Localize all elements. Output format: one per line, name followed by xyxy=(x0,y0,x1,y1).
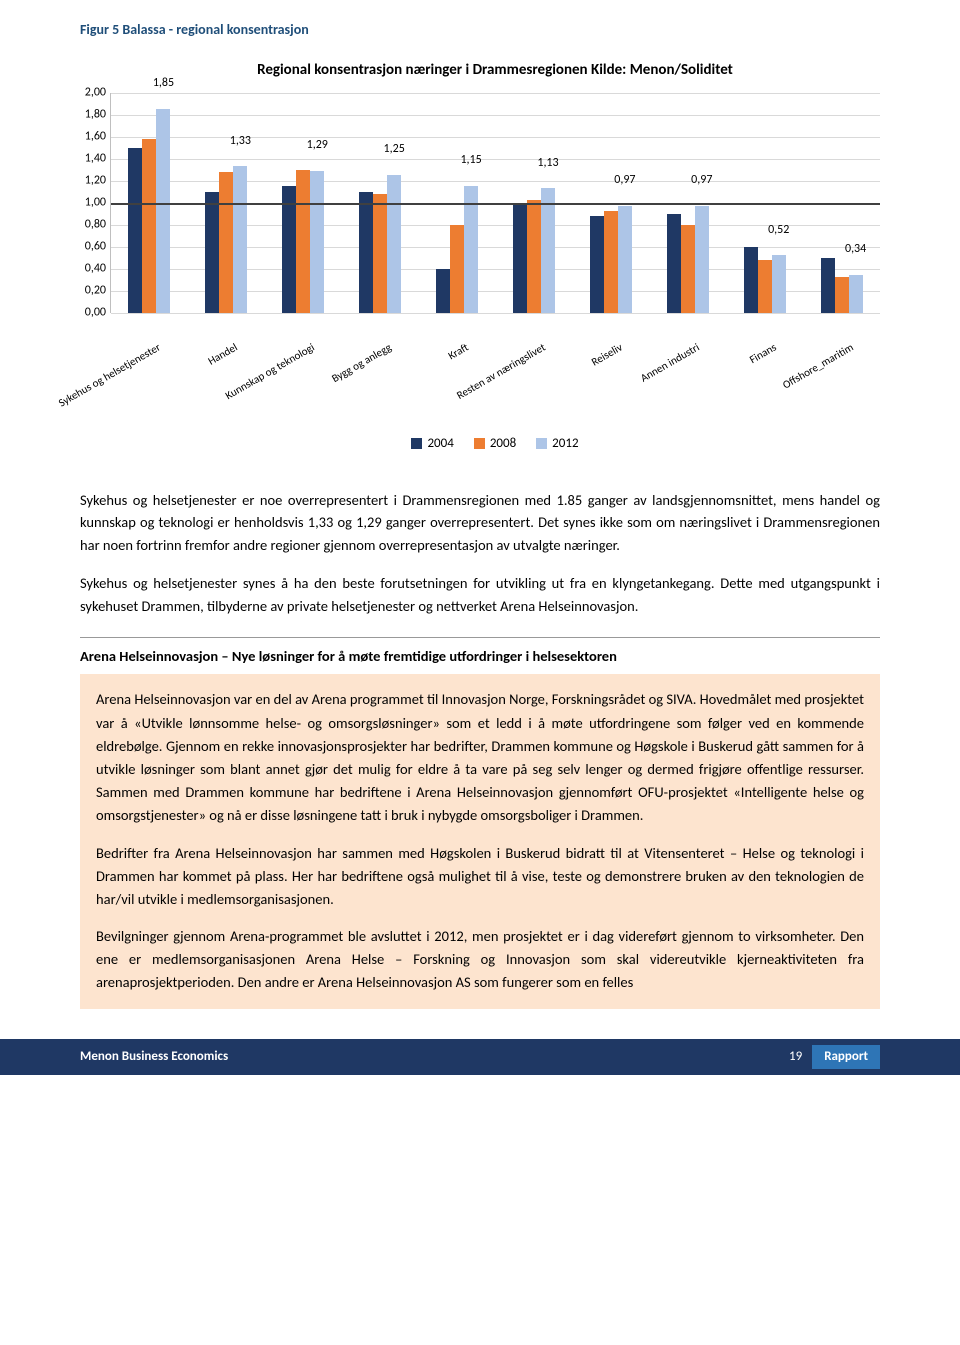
legend-item: 2004 xyxy=(411,435,453,453)
bar-value-label: 0,97 xyxy=(691,172,712,189)
bar-value-label: 1,13 xyxy=(537,155,558,172)
bar xyxy=(219,172,233,313)
footer-left: Menon Business Economics xyxy=(80,1048,228,1066)
bar xyxy=(681,225,695,313)
legend-item: 2008 xyxy=(474,435,516,453)
bar xyxy=(359,192,373,313)
bar xyxy=(128,148,142,313)
bar xyxy=(142,139,156,313)
bar xyxy=(527,200,541,312)
bar xyxy=(513,203,527,313)
bar-value-label: 1,29 xyxy=(307,137,328,154)
chart-legend: 2004 2008 2012 xyxy=(110,435,880,453)
chart-plot: 1,851,331,291,251,151,130,970,970,520,34 xyxy=(110,93,880,313)
footer-right: Rapport xyxy=(812,1045,880,1069)
paragraph-1: Sykehus og helsetjenester er noe overrep… xyxy=(80,489,880,556)
bar xyxy=(387,175,401,313)
bar xyxy=(849,275,863,312)
bar-value-label: 1,25 xyxy=(384,142,405,159)
bar xyxy=(156,109,170,313)
legend-label: 2004 xyxy=(427,435,453,453)
bar xyxy=(744,247,758,313)
bar-value-label: 1,15 xyxy=(460,153,481,170)
box-title: Arena Helseinnovasjon – Nye løsninger fo… xyxy=(80,637,880,666)
bar-value-label: 0,52 xyxy=(768,222,789,239)
bar xyxy=(667,214,681,313)
page-footer: Menon Business Economics 19 Rapport xyxy=(0,1039,960,1075)
y-tick: 1,00 xyxy=(85,194,106,211)
bar xyxy=(758,260,772,313)
bar-group: 0,97 xyxy=(572,206,649,313)
x-axis: Sykehus og helsetjenesterHandelKunnskap … xyxy=(110,317,880,377)
y-tick: 2,00 xyxy=(85,84,106,101)
bar-group: 1,13 xyxy=(496,188,573,312)
box-para-1: Arena Helseinnovasjon var en del av Aren… xyxy=(96,688,864,827)
bar-value-label: 0,34 xyxy=(845,242,866,259)
bar-value-label: 0,97 xyxy=(614,172,635,189)
bar xyxy=(205,192,219,313)
bar xyxy=(772,255,786,312)
y-tick: 1,80 xyxy=(85,106,106,123)
bar xyxy=(464,186,478,313)
y-tick: 0,40 xyxy=(85,260,106,277)
bar xyxy=(373,194,387,313)
footer-page-number: 19 xyxy=(789,1048,802,1066)
box-para-2: Bedrifter fra Arena Helseinnovasjon har … xyxy=(96,842,864,912)
bar-group: 1,85 xyxy=(111,109,188,313)
bar xyxy=(821,258,835,313)
bar-group: 0,97 xyxy=(649,206,726,313)
legend-swatch xyxy=(536,438,547,449)
legend-item: 2012 xyxy=(536,435,578,453)
chart-container: Regional konsentrasjon næringer i Dramme… xyxy=(80,50,880,473)
bar xyxy=(590,216,604,313)
y-tick: 0,20 xyxy=(85,282,106,299)
bar-group: 1,15 xyxy=(419,186,496,313)
bar xyxy=(450,225,464,313)
bar xyxy=(835,277,849,312)
legend-swatch xyxy=(474,438,485,449)
paragraph-2: Sykehus og helsetjenester synes å ha den… xyxy=(80,572,880,617)
y-tick: 0,60 xyxy=(85,238,106,255)
bar xyxy=(436,269,450,313)
bar xyxy=(695,206,709,313)
bar xyxy=(296,170,310,313)
bar xyxy=(233,166,247,312)
highlight-box: Arena Helseinnovasjon var en del av Aren… xyxy=(80,674,880,1008)
figure-title: Figur 5 Balassa - regional konsentrasjon xyxy=(80,20,880,40)
legend-swatch xyxy=(411,438,422,449)
chart-title: Regional konsentrasjon næringer i Dramme… xyxy=(110,60,880,81)
bar xyxy=(618,206,632,313)
legend-label: 2012 xyxy=(552,435,578,453)
bar-group: 1,33 xyxy=(188,166,265,312)
bar-group: 0,52 xyxy=(726,247,803,313)
legend-label: 2008 xyxy=(490,435,516,453)
bar-group: 1,25 xyxy=(342,175,419,313)
bar xyxy=(310,171,324,313)
bar xyxy=(541,188,555,312)
bar xyxy=(604,211,618,312)
box-para-3: Bevilgninger gjennom Arena-programmet bl… xyxy=(96,925,864,995)
y-tick: 0,80 xyxy=(85,216,106,233)
bar-value-label: 1,85 xyxy=(153,76,174,93)
bar-group: 1,29 xyxy=(265,170,342,313)
bar xyxy=(282,186,296,313)
y-axis: 0,000,200,400,600,801,001,201,401,601,80… xyxy=(70,93,110,313)
y-tick: 1,20 xyxy=(85,172,106,189)
y-tick: 1,60 xyxy=(85,128,106,145)
bar-value-label: 1,33 xyxy=(230,133,251,150)
bar-group: 0,34 xyxy=(803,258,880,313)
y-tick: 0,00 xyxy=(85,304,106,321)
x-label: Offshore_maritim xyxy=(813,317,910,407)
y-tick: 1,40 xyxy=(85,150,106,167)
